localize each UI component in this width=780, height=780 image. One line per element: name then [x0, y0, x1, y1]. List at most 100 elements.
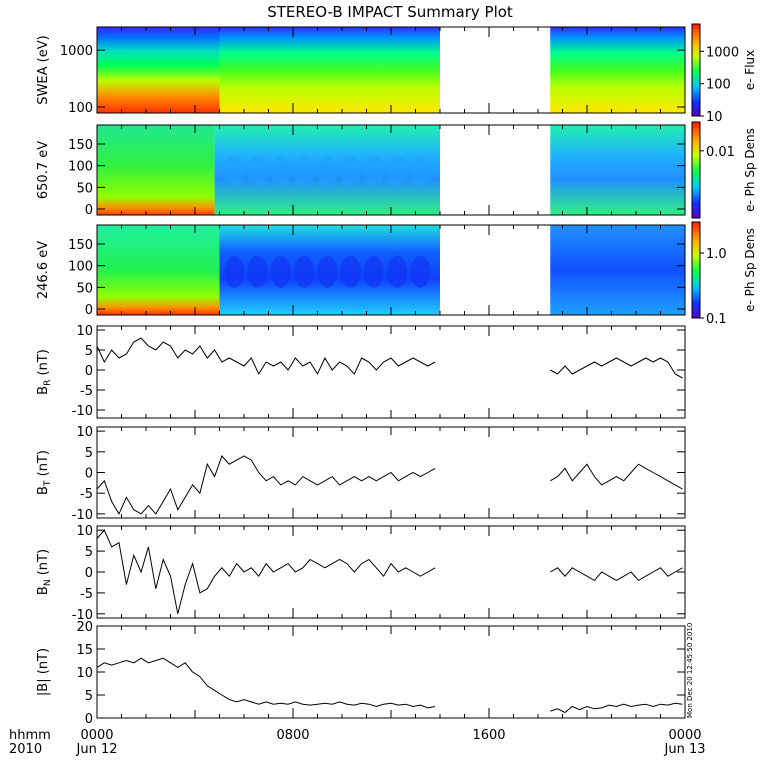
colorbar-label: e- Flux [743, 50, 757, 90]
heatmap-panel-1: 100 1000 SWEA (eV) 10 100 1000 e- Flux [36, 23, 757, 125]
panel-frame [96, 625, 686, 719]
heatmap-texture [224, 155, 245, 188]
y-tick-label: 1000 [60, 44, 93, 59]
y-tick-label: 0 [85, 712, 93, 727]
y-tick-label: 100 [68, 260, 93, 275]
heatmap-texture [387, 255, 408, 288]
y-tick-label: 5 [85, 446, 93, 461]
heatmap-texture [317, 155, 338, 188]
y-tick-label: 0 [85, 303, 93, 318]
y-tick-label: -10 [72, 404, 93, 419]
heatmap-texture [363, 255, 384, 288]
colorbar-label: e- Ph Sp Dens [743, 228, 757, 312]
y-tick-label: 0 [85, 566, 93, 581]
heatmap-texture [247, 155, 268, 188]
y-tick-label: 50 [76, 181, 93, 196]
heatmap-block [219, 27, 440, 113]
heatmap-block [97, 27, 220, 113]
y-tick-label: 0 [85, 203, 93, 218]
y-axis-label: 650.7 eV [36, 141, 51, 199]
y-tick-label: 50 [76, 281, 93, 296]
heatmap-texture [270, 255, 291, 288]
plot-title: STEREO-B IMPACT Summary Plot [267, 3, 513, 21]
y-tick-label: 150 [68, 238, 93, 253]
heatmap-texture [224, 255, 245, 288]
heatmap-texture [363, 155, 384, 188]
line-panel-4: 0 5 10 15 20 |B| (nT) [36, 620, 686, 727]
colorbar-label: e- Ph Sp Dens [743, 128, 757, 212]
series-line [550, 357, 683, 379]
panel-frame [96, 325, 686, 419]
heatmap-texture [410, 255, 431, 288]
y-axis-label: 246.6 eV [36, 241, 51, 299]
colorbar [691, 121, 701, 219]
y-tick-label: -5 [80, 384, 93, 399]
panel-frame [96, 525, 686, 619]
heatmap-block [97, 125, 215, 215]
x-corner-label-top: hhmm [9, 728, 51, 743]
heatmap-panel-3: 0 50 100 150 246.6 eV 0.1 1.0 e- Ph Sp Dens [36, 221, 757, 327]
colorbar-tick-label: 0.1 [706, 312, 727, 327]
y-tick-label: 10 [76, 324, 93, 339]
heatmap-block [550, 125, 685, 215]
heatmap-block [97, 225, 220, 315]
x-tick-label: 0000 [80, 728, 113, 743]
y-tick-label: 15 [76, 643, 93, 658]
y-axis-label: BR (nT) [36, 349, 53, 395]
y-tick-label: 100 [68, 160, 93, 175]
heatmap-texture [340, 255, 361, 288]
colorbar [691, 23, 701, 117]
y-tick-label: 5 [85, 344, 93, 359]
y-axis-label: BN (nT) [36, 549, 53, 595]
heatmap-texture [410, 155, 431, 188]
line-panel-3: -10 -5 0 5 10 BN (nT) [36, 524, 686, 623]
heatmap-texture [340, 155, 361, 188]
y-tick-label: 5 [85, 689, 93, 704]
colorbar [691, 221, 701, 319]
colorbar-tick-label: 100 [706, 78, 731, 93]
line-panel-1: -10 -5 0 5 10 BR (nT) [36, 324, 686, 419]
line-panel-2: -10 -5 0 5 10 BT (nT) [36, 425, 686, 523]
series-line [96, 529, 436, 614]
heatmap-panel-2: 0 50 100 150 650.7 eV 0.01 e- Ph Sp Dens [36, 121, 757, 219]
y-tick-label: -5 [80, 587, 93, 602]
y-tick-label: 150 [68, 138, 93, 153]
colorbar-tick-label: 1.0 [706, 247, 727, 262]
series-line [550, 702, 683, 714]
y-tick-label: 10 [76, 524, 93, 539]
x-tick-sublabel: Jun 13 [664, 742, 706, 757]
y-tick-label: 0 [85, 467, 93, 482]
x-tick-sublabel: Jun 12 [76, 742, 118, 757]
colorbar-tick-label: 0.01 [706, 145, 735, 160]
heatmap-texture [387, 155, 408, 188]
series-line [96, 337, 436, 376]
y-tick-label: 20 [76, 620, 93, 635]
x-tick-label: 1600 [472, 728, 505, 743]
x-corner-label-bottom: 2010 [9, 742, 42, 757]
colorbar-tick-label: 10 [706, 110, 723, 125]
x-tick-label: 0000 [668, 728, 701, 743]
timestamp-label: Mon Dec 20 12:45:50 2010 [686, 623, 694, 718]
series-line [96, 455, 436, 515]
y-tick-label: 0 [85, 364, 93, 379]
colorbar-tick-label: 1000 [706, 45, 739, 60]
heatmap-texture [270, 155, 291, 188]
heatmap-block [550, 225, 685, 315]
heatmap-texture [247, 255, 268, 288]
y-tick-label: 10 [76, 425, 93, 440]
y-tick-label: 100 [68, 101, 93, 116]
heatmap-texture [317, 255, 338, 288]
y-axis-label: |B| (nT) [36, 648, 51, 696]
heatmap-texture [294, 255, 315, 288]
series-line [550, 567, 683, 582]
y-tick-label: 5 [85, 545, 93, 560]
series-line [550, 463, 683, 490]
y-tick-label: 10 [76, 666, 93, 681]
y-tick-label: -10 [72, 608, 93, 623]
y-tick-label: -5 [80, 487, 93, 502]
y-axis-label: SWEA (eV) [36, 35, 51, 104]
y-axis-label: BT (nT) [36, 450, 53, 495]
heatmap-texture [294, 155, 315, 188]
